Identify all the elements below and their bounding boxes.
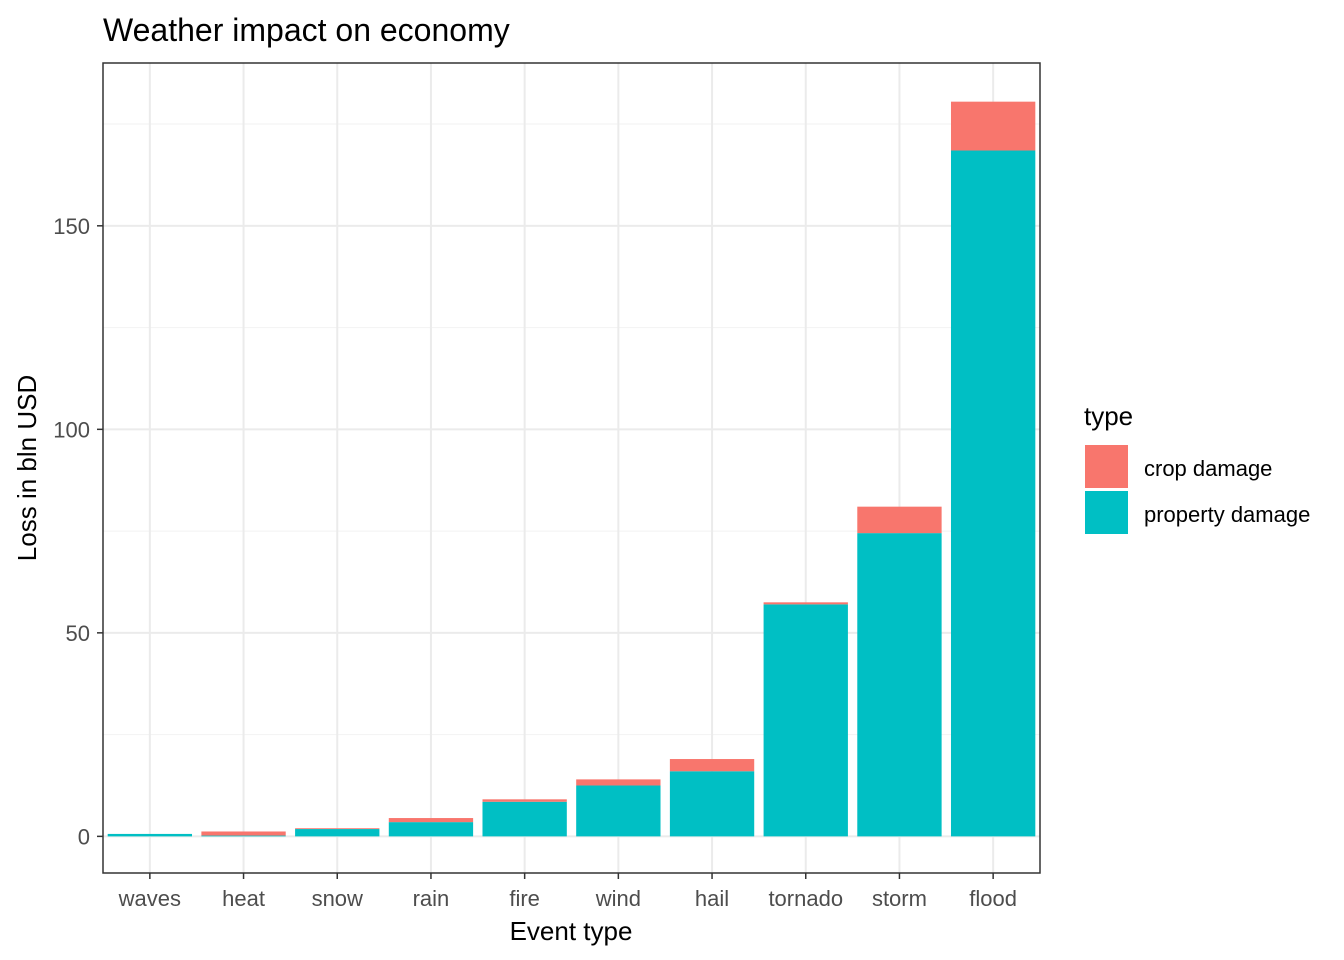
x-tick-label: snow [312, 886, 363, 911]
bar-fire-property-damage [482, 801, 567, 837]
bar-snow-property-damage [295, 829, 380, 837]
legend-label: property damage [1144, 502, 1310, 527]
legend: type crop damage property damage [1084, 401, 1310, 534]
x-tick-label: waves [118, 886, 181, 911]
bar-heat-crop-damage [201, 831, 286, 836]
panel-border [102, 62, 1041, 874]
bar-wind-property-damage [576, 785, 661, 837]
x-tick-label: rain [413, 886, 450, 911]
bar-rain-property-damage [388, 822, 474, 837]
legend-label: crop damage [1144, 456, 1272, 481]
x-tick-label: wind [595, 886, 641, 911]
bar-rain-crop-damage [388, 818, 474, 823]
bar-flood-property-damage [950, 150, 1036, 837]
bar-storm-crop-damage [857, 506, 942, 534]
x-tick-label: flood [969, 886, 1017, 911]
x-tick-label: tornado [768, 886, 843, 911]
bar-heat-property-damage [201, 835, 286, 837]
plot-panel: 0 50 100 150 waves heat snow rain fire wind hail to… [53, 62, 1041, 911]
chart-title: Weather impact on economy [103, 12, 510, 48]
x-tick-label: heat [222, 886, 265, 911]
y-tick-label: 150 [53, 214, 90, 239]
y-tick-label: 50 [66, 621, 90, 646]
bar-tornado-property-damage [763, 604, 848, 837]
bar-hail-property-damage [669, 771, 755, 837]
y-tick-label: 100 [53, 417, 90, 442]
bar-storm-property-damage [857, 533, 942, 837]
x-tick-label: storm [872, 886, 927, 911]
bar-fire-crop-damage [482, 799, 567, 802]
y-tick-label: 0 [78, 824, 90, 849]
legend-title: type [1084, 401, 1133, 431]
x-tick-label: hail [695, 886, 729, 911]
bar-waves-property-damage [107, 833, 193, 837]
bar-flood-crop-damage [950, 101, 1036, 151]
bar-snow-crop-damage [295, 828, 380, 830]
x-tick-label: fire [509, 886, 540, 911]
y-axis-title: Loss in bln USD [12, 375, 42, 561]
bar-tornado-crop-damage [763, 602, 848, 605]
bar-wind-crop-damage [576, 779, 661, 786]
legend-key-crop-damage [1085, 445, 1128, 488]
legend-key-property-damage [1085, 491, 1128, 534]
bar-hail-crop-damage [669, 759, 755, 772]
x-axis-title: Event type [510, 916, 633, 946]
